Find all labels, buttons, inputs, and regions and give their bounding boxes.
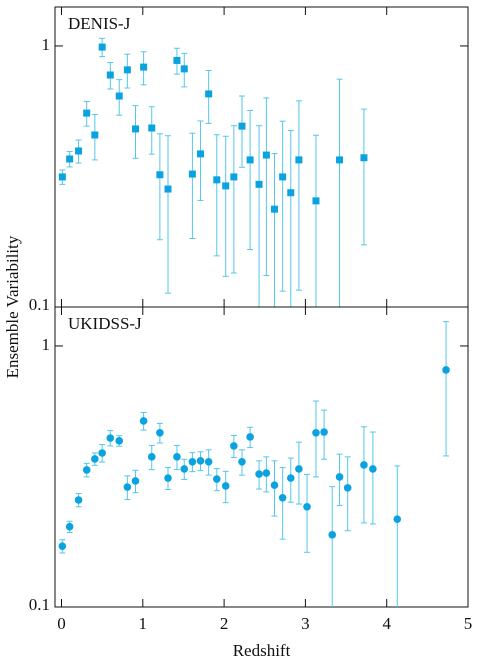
panel-title: DENIS-J — [68, 14, 131, 33]
y-axis-label: Ensemble Variability — [3, 235, 22, 378]
marker — [442, 366, 450, 374]
marker — [230, 442, 238, 450]
panel-title: UKIDSS-J — [68, 314, 142, 333]
marker — [393, 515, 402, 523]
marker — [131, 125, 139, 133]
marker — [360, 461, 368, 469]
marker — [246, 433, 254, 441]
marker — [91, 131, 99, 139]
marker — [196, 457, 205, 465]
marker — [106, 434, 115, 442]
marker — [75, 147, 83, 155]
marker — [213, 176, 221, 184]
marker — [98, 43, 106, 51]
marker — [262, 151, 270, 159]
marker — [279, 173, 287, 181]
marker — [66, 155, 74, 163]
marker — [212, 475, 221, 483]
marker — [295, 465, 303, 473]
x-tick-label: 1 — [139, 614, 148, 633]
x-axis-label: Redshift — [233, 641, 291, 660]
marker — [360, 154, 368, 162]
marker — [106, 71, 114, 79]
marker — [139, 417, 148, 425]
marker — [188, 457, 197, 466]
marker — [148, 124, 156, 132]
marker — [83, 109, 91, 117]
marker — [164, 185, 172, 193]
marker — [156, 428, 164, 437]
marker — [286, 474, 295, 482]
marker — [238, 122, 246, 130]
marker — [278, 494, 287, 502]
marker — [295, 156, 303, 164]
marker — [335, 473, 344, 481]
marker — [180, 465, 189, 473]
y-tick-label: 0.1 — [29, 295, 50, 314]
marker — [246, 156, 254, 164]
marker — [343, 484, 352, 492]
marker — [164, 474, 172, 482]
marker — [287, 189, 295, 197]
marker — [271, 205, 279, 213]
marker — [238, 457, 246, 466]
marker — [58, 542, 67, 550]
marker — [221, 482, 230, 490]
y-tick-label: 0.1 — [29, 595, 50, 614]
marker — [328, 531, 337, 539]
marker — [147, 453, 156, 461]
marker — [91, 455, 99, 463]
marker — [65, 522, 74, 531]
marker — [312, 197, 320, 205]
marker — [115, 92, 123, 100]
marker — [123, 483, 132, 491]
marker — [58, 173, 66, 181]
marker — [270, 481, 279, 489]
y-tick-label: 1 — [42, 35, 51, 54]
x-tick-label: 3 — [301, 614, 310, 633]
marker — [369, 465, 377, 473]
marker — [140, 63, 148, 71]
marker — [205, 90, 213, 98]
marker — [262, 469, 271, 477]
marker — [123, 66, 131, 74]
x-tick-label: 5 — [464, 614, 473, 633]
plot-frame — [54, 306, 469, 608]
marker — [156, 171, 164, 179]
marker — [173, 56, 181, 64]
marker — [312, 428, 320, 437]
marker — [197, 150, 205, 158]
marker — [98, 449, 106, 457]
marker — [222, 182, 230, 190]
marker — [230, 173, 238, 181]
marker — [255, 470, 263, 478]
marker — [255, 180, 263, 188]
x-tick-label: 0 — [57, 614, 66, 633]
marker — [74, 496, 83, 504]
x-tick-label: 4 — [382, 614, 391, 633]
marker — [173, 453, 181, 461]
marker — [180, 65, 188, 73]
marker — [336, 156, 344, 164]
marker — [303, 503, 311, 511]
plot-frame — [54, 6, 469, 308]
marker — [320, 428, 328, 436]
x-tick-label: 2 — [220, 614, 229, 633]
y-tick-label: 1 — [42, 335, 51, 354]
marker — [204, 457, 213, 466]
marker — [82, 466, 91, 474]
marker — [131, 477, 140, 485]
marker — [115, 437, 124, 445]
marker — [188, 170, 196, 178]
